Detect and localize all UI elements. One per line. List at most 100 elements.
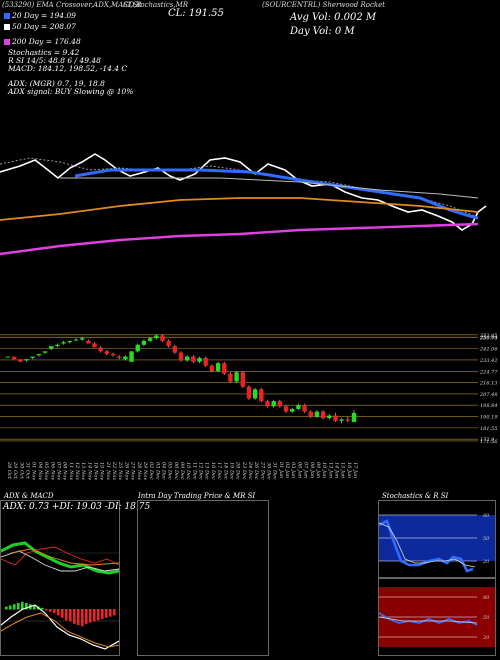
- date-label: 18 Dec: [222, 462, 228, 480]
- candle-body: [61, 342, 66, 344]
- candle-body: [246, 386, 252, 399]
- ema20-line: [74, 168, 479, 220]
- date-label: 07 Jan: [303, 462, 309, 478]
- day-volume: Day Vol: 0 M: [290, 26, 355, 37]
- candle-body: [92, 343, 97, 348]
- date-label: 30 Dec: [266, 462, 272, 480]
- candle-body: [203, 357, 208, 366]
- macd-bar: [45, 609, 48, 611]
- ema200-legend: 200 Day = 176.48: [4, 37, 81, 46]
- ema50-legend: 50 Day = 208.07: [4, 22, 76, 31]
- candle-body: [42, 351, 48, 353]
- candle-body: [67, 340, 72, 343]
- date-label: 28 Oct: [6, 461, 12, 480]
- charts-line: SI,Stochastics,MR: [123, 1, 189, 9]
- date-label: 08 Nov: [62, 462, 68, 480]
- candle-body: [160, 335, 165, 341]
- price-label: 250.73: [479, 335, 498, 341]
- rsi-label-50: 50: [483, 615, 490, 621]
- macd-bar: [33, 605, 36, 610]
- price-label: 242.06: [479, 347, 498, 353]
- ema20-label: 20 Day = 194.09: [12, 11, 76, 20]
- macd-bar: [57, 609, 60, 616]
- price-grid: [0, 334, 478, 442]
- date-label: 17 Jan: [352, 462, 358, 478]
- intraday-panel-title: Intra Day Trading Price & MR SI: [138, 492, 256, 500]
- macd-bar: [89, 609, 92, 623]
- macd-bar: [65, 609, 68, 621]
- date-label: 06 Jan: [296, 462, 302, 478]
- date-label: 20 Dec: [235, 461, 241, 480]
- date-label: 26 Nov: [123, 461, 129, 480]
- candle-body: [197, 357, 202, 362]
- candle-body: [277, 401, 283, 407]
- price-label: 207.48: [479, 392, 498, 398]
- candles: [5, 334, 357, 424]
- price-label: 190.19: [480, 415, 498, 421]
- candle-body: [30, 356, 35, 358]
- adx-green-line: [1, 541, 119, 575]
- candle-body: [302, 405, 307, 412]
- ema20-swatch-icon: [4, 13, 10, 19]
- stoch-label-80: 80: [483, 513, 490, 519]
- adx-signal: ADX signal: BUY Slowing @ 10%: [8, 87, 134, 96]
- stoch-panel-title: Stochastics & R SI: [382, 492, 449, 500]
- candle-body: [333, 415, 338, 421]
- candle-body: [314, 411, 320, 417]
- macd-bar: [97, 609, 100, 621]
- macd-bar: [101, 609, 104, 620]
- candle-body: [215, 363, 221, 371]
- ema-chart: [0, 153, 487, 256]
- price-label: 216.13: [479, 381, 498, 387]
- candle-body: [308, 411, 313, 417]
- intraday-panel: [137, 500, 269, 656]
- macd-bar: [77, 609, 80, 626]
- date-label: 05 Nov: [43, 462, 49, 480]
- adx-macd-chart: [1, 541, 119, 650]
- date-label: 18 Nov: [93, 462, 99, 480]
- price-label: 198.84: [480, 403, 498, 409]
- macd-histogram: [5, 601, 116, 627]
- date-label: 15 Jan: [340, 462, 346, 478]
- date-label: 03 Dec: [154, 462, 160, 480]
- avg-volume: Avg Vol: 0.002 M: [290, 12, 377, 23]
- stoch-k-line: [378, 519, 474, 573]
- candle-body: [86, 340, 91, 344]
- ema200-line: [0, 222, 479, 256]
- candle-body: [166, 340, 171, 347]
- date-label: 10 Dec: [185, 462, 191, 480]
- adx-red-line: [1, 546, 119, 566]
- ema200-swatch-icon: [4, 39, 10, 45]
- rsi-panel: 80 50 20: [378, 578, 496, 656]
- candle-body: [252, 389, 258, 399]
- macd-bar: [21, 601, 24, 610]
- candle-body: [141, 340, 147, 345]
- macd-bar: [49, 609, 52, 612]
- macd-bar: [69, 609, 72, 622]
- macd-bar: [81, 609, 84, 627]
- ema50-swatch-icon: [4, 24, 10, 30]
- date-label: 09 Jan: [315, 462, 321, 478]
- candle-body: [339, 419, 344, 421]
- candle-body: [178, 352, 184, 361]
- date-label: 08 Jan: [309, 462, 315, 478]
- ema200-label: 200 Day = 176.48: [12, 37, 81, 46]
- candle-body: [283, 406, 289, 412]
- date-axis: 28 Oct 29 Oct 30 Oct 31 Oct 01 Nov 04 Nov 05 N…: [6, 461, 358, 480]
- adx-macd-panel: ADX: 0.73 +DI: 19.03 -DI: 18.75: [0, 500, 150, 656]
- adx-panel-values: ADX: 0.73 +DI: 19.03 -DI: 18.75: [3, 502, 151, 512]
- adx-white-line: [1, 550, 119, 572]
- date-label: 17 Dec: [216, 462, 222, 480]
- candle-body: [184, 356, 190, 361]
- date-label: 29 Oct: [12, 461, 18, 480]
- candle-body: [209, 365, 215, 371]
- rsi-signal-line: [378, 616, 478, 624]
- date-label: 11 Dec: [191, 462, 197, 480]
- date-label: 19 Nov: [99, 462, 105, 480]
- stochastics-value: Stochastics = 9.42: [8, 48, 80, 57]
- price-line: [0, 153, 487, 231]
- date-label: 16 Jan: [346, 462, 352, 478]
- macd-bar: [17, 603, 20, 610]
